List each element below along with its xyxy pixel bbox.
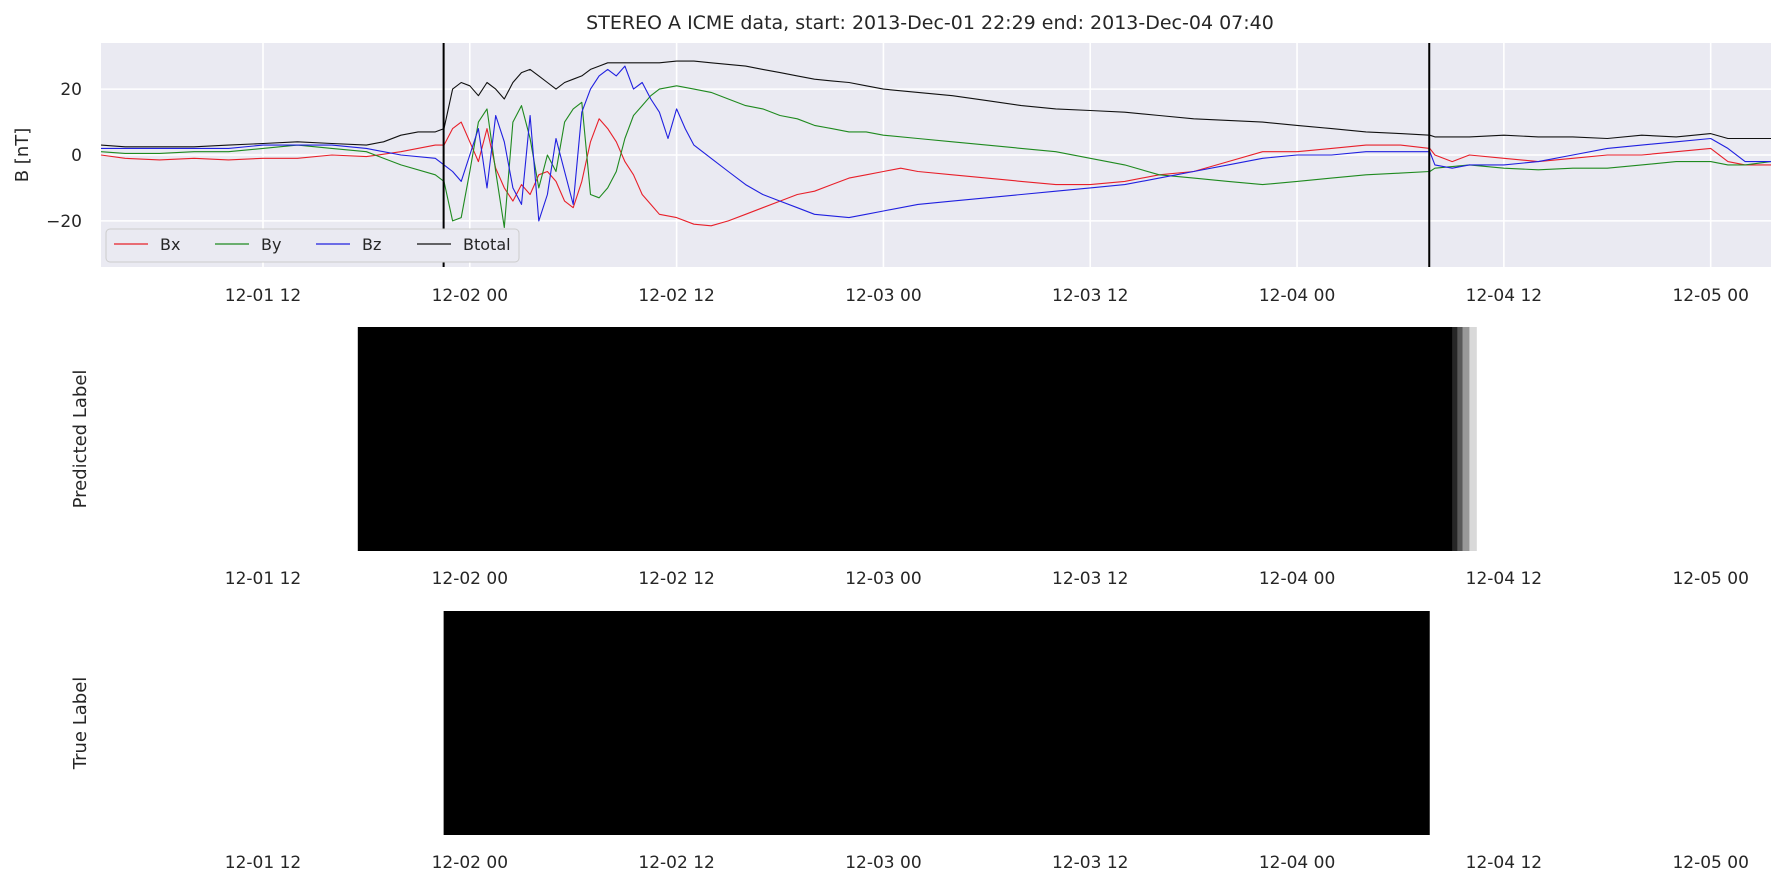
predicted-y-axis-label: Predicted Label bbox=[70, 370, 91, 509]
legend-label-by: By bbox=[261, 235, 281, 254]
x-tick-label-7: 12-05 00 bbox=[1672, 853, 1748, 873]
label-segment-4 bbox=[1469, 327, 1477, 551]
y-tick-label-0: −20 bbox=[46, 212, 82, 232]
x-tick-label-0: 12-01 12 bbox=[225, 569, 301, 589]
x-tick-label-6: 12-04 12 bbox=[1466, 569, 1542, 589]
y-tick-label-1: 0 bbox=[71, 146, 82, 166]
label-segment-1 bbox=[1452, 327, 1458, 551]
predicted-label-panel: 12-01 12 12-02 00 12-02 12 12-03 00 12-03 12… bbox=[70, 327, 1749, 589]
chart-title: STEREO A ICME data, start: 2013-Dec-01 2… bbox=[586, 12, 1274, 34]
legend-label-btotal: Btotal bbox=[463, 235, 511, 254]
predicted-x-ticks: 12-01 12 12-02 00 12-02 12 12-03 00 12-03 12… bbox=[225, 569, 1749, 589]
x-tick-label-1: 12-02 00 bbox=[432, 286, 508, 306]
series-line-by bbox=[100, 85, 1772, 229]
field-x-ticks: 12-01 12 12-02 00 12-02 12 12-03 00 12-03 12… bbox=[225, 286, 1749, 306]
x-tick-label-2: 12-02 12 bbox=[638, 569, 714, 589]
label-segment-3 bbox=[1462, 327, 1470, 551]
y-tick-label-2: 20 bbox=[60, 80, 82, 100]
predicted-label-strip bbox=[357, 327, 1477, 551]
field-y-axis-label: B [nT] bbox=[12, 128, 33, 183]
true-label-panel: 12-01 12 12-02 00 12-02 12 12-03 00 12-03 12… bbox=[70, 611, 1749, 873]
x-tick-label-6: 12-04 12 bbox=[1466, 853, 1542, 873]
x-tick-label-7: 12-05 00 bbox=[1672, 286, 1748, 306]
x-tick-label-2: 12-02 12 bbox=[638, 853, 714, 873]
label-segment-0 bbox=[443, 611, 1430, 835]
true-label-strip bbox=[443, 611, 1430, 835]
field-series bbox=[100, 60, 1772, 229]
x-tick-label-0: 12-01 12 bbox=[225, 286, 301, 306]
legend-label-bx: Bx bbox=[160, 235, 180, 254]
x-tick-label-5: 12-04 00 bbox=[1259, 286, 1335, 306]
x-tick-label-4: 12-03 12 bbox=[1052, 853, 1128, 873]
x-tick-label-3: 12-03 00 bbox=[845, 286, 921, 306]
x-tick-label-5: 12-04 00 bbox=[1259, 569, 1335, 589]
series-line-bx bbox=[100, 118, 1771, 227]
x-tick-label-0: 12-01 12 bbox=[225, 853, 301, 873]
legend: Bx By Bz Btotal bbox=[105, 228, 520, 263]
series-line-bz bbox=[101, 65, 1771, 222]
x-tick-label-1: 12-02 00 bbox=[432, 853, 508, 873]
legend-label-bz: Bz bbox=[362, 235, 381, 254]
x-tick-label-2: 12-02 12 bbox=[638, 286, 714, 306]
true-y-axis-label: True Label bbox=[70, 677, 91, 771]
x-tick-label-5: 12-04 00 bbox=[1259, 853, 1335, 873]
field-y-ticks: −20 0 20 bbox=[46, 80, 82, 232]
true-x-ticks: 12-01 12 12-02 00 12-02 12 12-03 00 12-03 12… bbox=[225, 853, 1749, 873]
field-gridlines bbox=[101, 43, 1771, 267]
legend-box bbox=[105, 228, 520, 263]
x-tick-label-4: 12-03 12 bbox=[1052, 286, 1128, 306]
label-segment-2 bbox=[1457, 327, 1464, 551]
x-tick-label-4: 12-03 12 bbox=[1052, 569, 1128, 589]
label-segment-0 bbox=[357, 327, 1453, 551]
x-tick-label-1: 12-02 00 bbox=[432, 569, 508, 589]
series-line-btotal bbox=[100, 60, 1771, 148]
x-tick-label-7: 12-05 00 bbox=[1672, 569, 1748, 589]
x-tick-label-3: 12-03 00 bbox=[845, 853, 921, 873]
x-tick-label-3: 12-03 00 bbox=[845, 569, 921, 589]
x-tick-label-6: 12-04 12 bbox=[1466, 286, 1542, 306]
